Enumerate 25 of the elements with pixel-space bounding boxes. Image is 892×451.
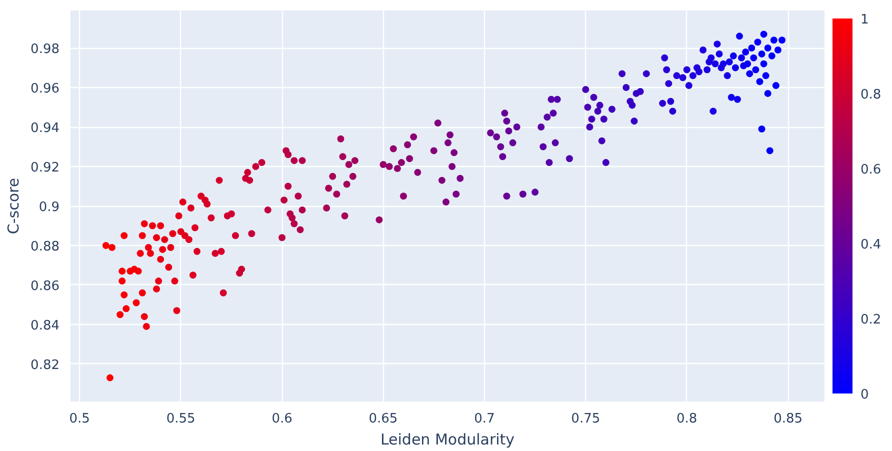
x-tick-label: 0.65 [368,412,398,426]
y-tick-label: 0.84 [30,318,60,334]
y-tick-label: 0.9 [38,200,60,215]
x-tick-label: 0.8 [676,412,698,426]
y-tick-label: 0.94 [30,121,60,136]
x-tick-label: 0.85 [774,412,803,426]
x-tick-label: 0.7 [474,412,495,426]
color-bar-label: 0.4 [860,238,882,252]
y-tick-label: 0.82 [30,358,60,373]
y-tick-label: 0.88 [30,239,60,254]
x-tick-label: 0.6 [272,412,292,426]
x-tick-label: 0.75 [571,412,600,426]
y-tick-label: 0.96 [30,82,60,97]
x-tick-label: 0.55 [166,412,196,426]
color-bar-label: 0.6 [860,162,882,178]
y-tick-label: 0.92 [30,160,60,176]
color-bar-label: 0 [860,388,869,402]
y-tick-label: 0.98 [30,42,60,58]
y-axis-title: C-score [4,178,23,234]
x-tick-label: 0.5 [69,412,90,426]
color-bar-label: 0.8 [860,88,882,102]
x-axis-title: Leiden Modularity [380,430,515,448]
y-tick-label: 0.86 [30,278,60,294]
color-bar-label: 1 [860,12,869,28]
color-bar-label: 0.2 [860,312,882,328]
